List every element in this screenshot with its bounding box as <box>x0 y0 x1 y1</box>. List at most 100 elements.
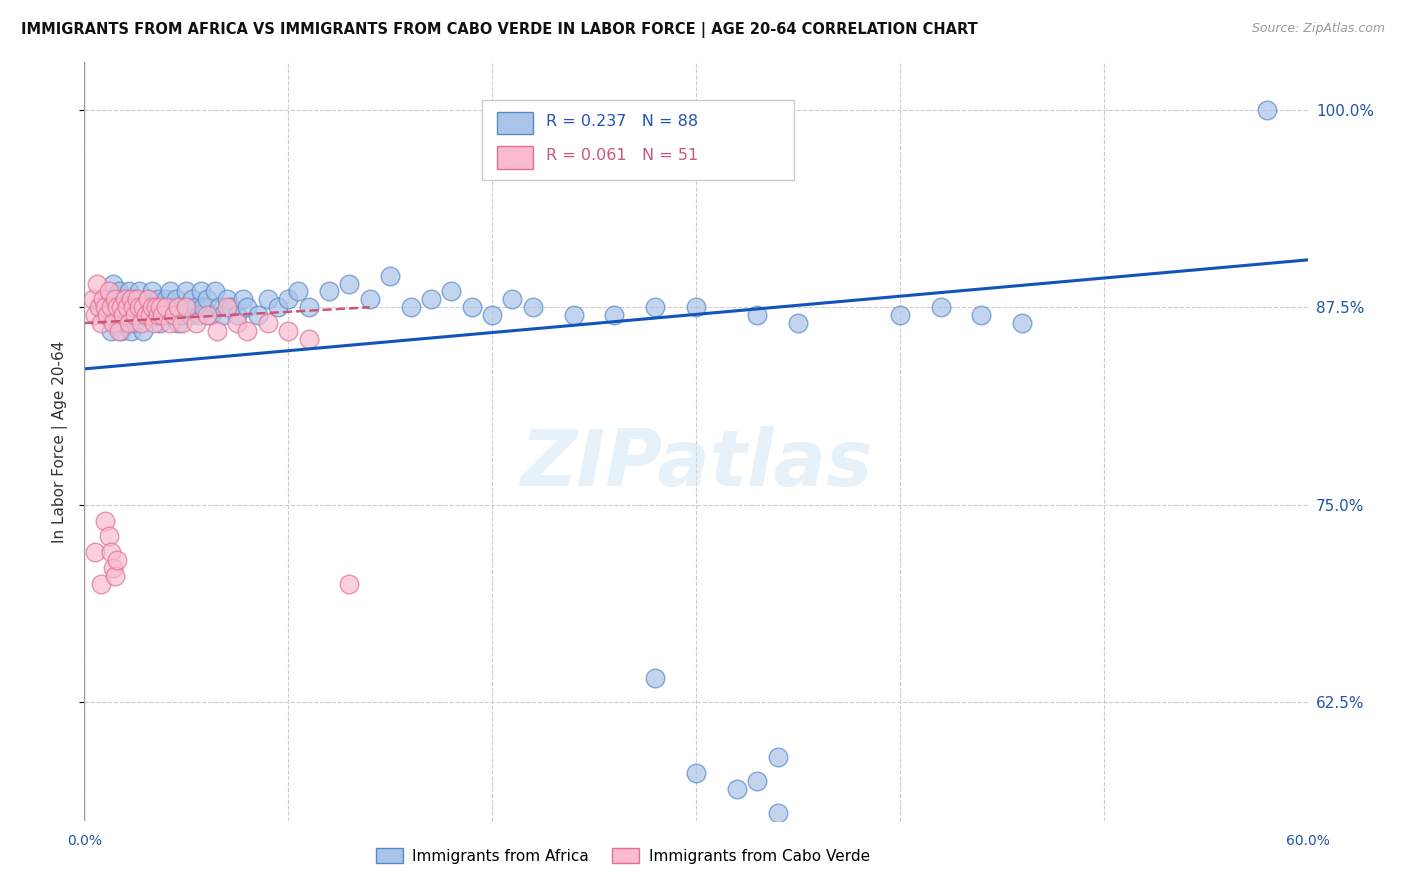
Point <box>87 300 110 314</box>
Point <box>120 293 142 307</box>
Text: R = 0.237   N = 88: R = 0.237 N = 88 <box>546 114 697 129</box>
Point <box>212 308 235 322</box>
Point <box>110 300 132 314</box>
Point <box>766 805 789 820</box>
Point <box>318 285 340 299</box>
Point <box>110 324 132 338</box>
Point <box>96 308 118 322</box>
Y-axis label: In Labor Force | Age 20-64: In Labor Force | Age 20-64 <box>52 341 69 542</box>
Point <box>93 514 115 528</box>
Point <box>190 285 212 299</box>
Point <box>277 293 299 307</box>
Point <box>100 324 122 338</box>
Point <box>104 293 127 307</box>
Point <box>481 308 503 322</box>
Point <box>93 300 115 314</box>
Point <box>420 293 443 307</box>
Point <box>725 782 748 797</box>
Point <box>226 316 249 330</box>
Point <box>101 316 124 330</box>
Point <box>747 774 769 789</box>
Point <box>104 569 127 583</box>
Point <box>1256 103 1278 117</box>
Point <box>187 308 209 322</box>
Point <box>191 300 214 314</box>
Text: IMMIGRANTS FROM AFRICA VS IMMIGRANTS FROM CABO VERDE IN LABOR FORCE | AGE 20-64 : IMMIGRANTS FROM AFRICA VS IMMIGRANTS FRO… <box>21 22 977 38</box>
Bar <box>496 112 533 135</box>
Point <box>219 300 242 314</box>
Point <box>339 576 361 591</box>
Point <box>131 316 153 330</box>
Point <box>127 293 149 307</box>
Point <box>114 316 136 330</box>
Point <box>889 308 911 322</box>
Point <box>236 300 259 314</box>
Point <box>120 324 142 338</box>
Point <box>380 268 402 283</box>
Point <box>122 300 145 314</box>
Point <box>236 324 259 338</box>
Point <box>163 308 186 322</box>
Point <box>97 285 120 299</box>
Point <box>685 300 707 314</box>
Point <box>970 308 993 322</box>
Point <box>1011 316 1033 330</box>
Point <box>90 316 112 330</box>
Point <box>502 293 524 307</box>
Point <box>174 285 197 299</box>
Point <box>118 316 141 330</box>
Point <box>644 672 666 686</box>
Point <box>179 308 201 322</box>
Point <box>114 293 136 307</box>
FancyBboxPatch shape <box>482 101 794 180</box>
Point <box>766 750 789 764</box>
Point <box>108 285 131 299</box>
Point <box>160 300 183 314</box>
Point <box>128 300 150 314</box>
Point <box>115 300 138 314</box>
Point <box>644 300 666 314</box>
Point <box>287 285 309 299</box>
Point <box>136 293 159 307</box>
Point <box>112 300 135 314</box>
Point <box>277 324 299 338</box>
Point <box>267 300 290 314</box>
Point <box>257 316 280 330</box>
Point <box>359 293 381 307</box>
Point <box>118 285 141 299</box>
Point <box>167 316 190 330</box>
Point <box>195 293 218 307</box>
Point <box>127 300 149 314</box>
Point <box>167 300 190 314</box>
Point <box>136 293 159 307</box>
Point <box>172 308 194 322</box>
Point <box>97 293 120 307</box>
Point <box>141 300 163 314</box>
Point <box>128 285 150 299</box>
Point <box>105 553 128 567</box>
Point <box>142 300 165 314</box>
Point <box>112 308 135 322</box>
Point <box>93 308 115 322</box>
Point <box>257 293 280 307</box>
Point <box>83 545 105 559</box>
Point <box>105 308 128 322</box>
Point <box>163 308 186 322</box>
Point <box>105 300 128 314</box>
Legend: Immigrants from Africa, Immigrants from Cabo Verde: Immigrants from Africa, Immigrants from … <box>370 842 876 870</box>
Point <box>122 300 145 314</box>
Point <box>217 300 239 314</box>
Point <box>141 285 163 299</box>
Point <box>124 316 146 330</box>
Point <box>208 300 231 314</box>
Point <box>135 308 157 322</box>
Point <box>440 285 463 299</box>
Point <box>205 324 228 338</box>
Point <box>298 332 321 346</box>
Point <box>135 300 157 314</box>
Point <box>150 300 173 314</box>
Point <box>156 308 179 322</box>
Point <box>149 316 172 330</box>
Point <box>204 285 226 299</box>
Point <box>159 285 181 299</box>
